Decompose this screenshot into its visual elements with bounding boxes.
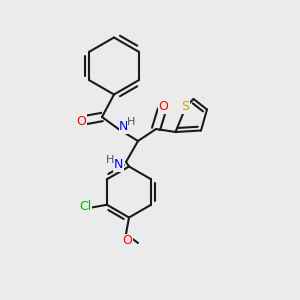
Text: Cl: Cl (79, 200, 92, 213)
Text: H: H (106, 155, 115, 165)
Text: H: H (127, 117, 136, 127)
Text: N: N (114, 158, 123, 172)
Text: N: N (119, 120, 129, 134)
Text: O: O (159, 100, 168, 113)
Text: O: O (123, 234, 132, 248)
Text: S: S (182, 100, 189, 113)
Text: O: O (76, 115, 86, 128)
